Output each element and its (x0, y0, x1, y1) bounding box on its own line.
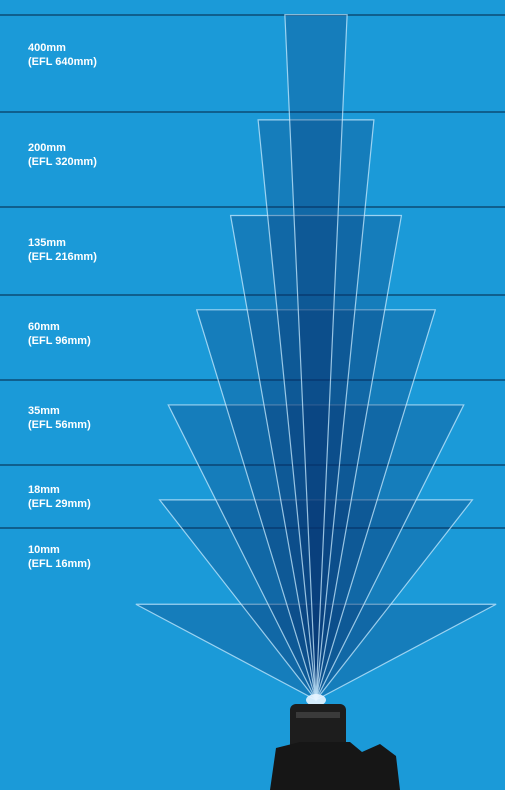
fov-wedge (257, 119, 375, 701)
efl: (EFL 320mm) (28, 156, 97, 168)
focal-length: 400mm (28, 42, 66, 54)
efl: (EFL 96mm) (28, 335, 91, 347)
camera (270, 694, 400, 790)
fields-of-view (135, 14, 497, 703)
fov-wedge (229, 214, 403, 701)
fov-wedge (284, 14, 348, 701)
lens-labels: 400mm (EFL 640mm) 200mm (EFL 320mm) 135mm (EF… (28, 42, 97, 570)
fov-wedge (167, 404, 465, 702)
lens-ring (296, 712, 340, 718)
efl: (EFL 16mm) (28, 558, 91, 570)
focal-length: 60mm (28, 321, 60, 333)
efl: (EFL 640mm) (28, 56, 97, 68)
fov-wedge (158, 499, 474, 701)
focal-length: 135mm (28, 237, 66, 249)
efl: (EFL 216mm) (28, 251, 97, 263)
efl: (EFL 56mm) (28, 419, 91, 431)
separators (0, 14, 505, 529)
fov-wedge (135, 603, 497, 701)
focal-length: 200mm (28, 142, 66, 154)
focal-length: 18mm (28, 484, 60, 496)
fov-wedge (195, 309, 437, 703)
lens-flare (306, 694, 326, 706)
focal-length: 10mm (28, 544, 60, 556)
camera-body (270, 742, 400, 790)
focal-length: 35mm (28, 405, 60, 417)
efl: (EFL 29mm) (28, 498, 91, 510)
